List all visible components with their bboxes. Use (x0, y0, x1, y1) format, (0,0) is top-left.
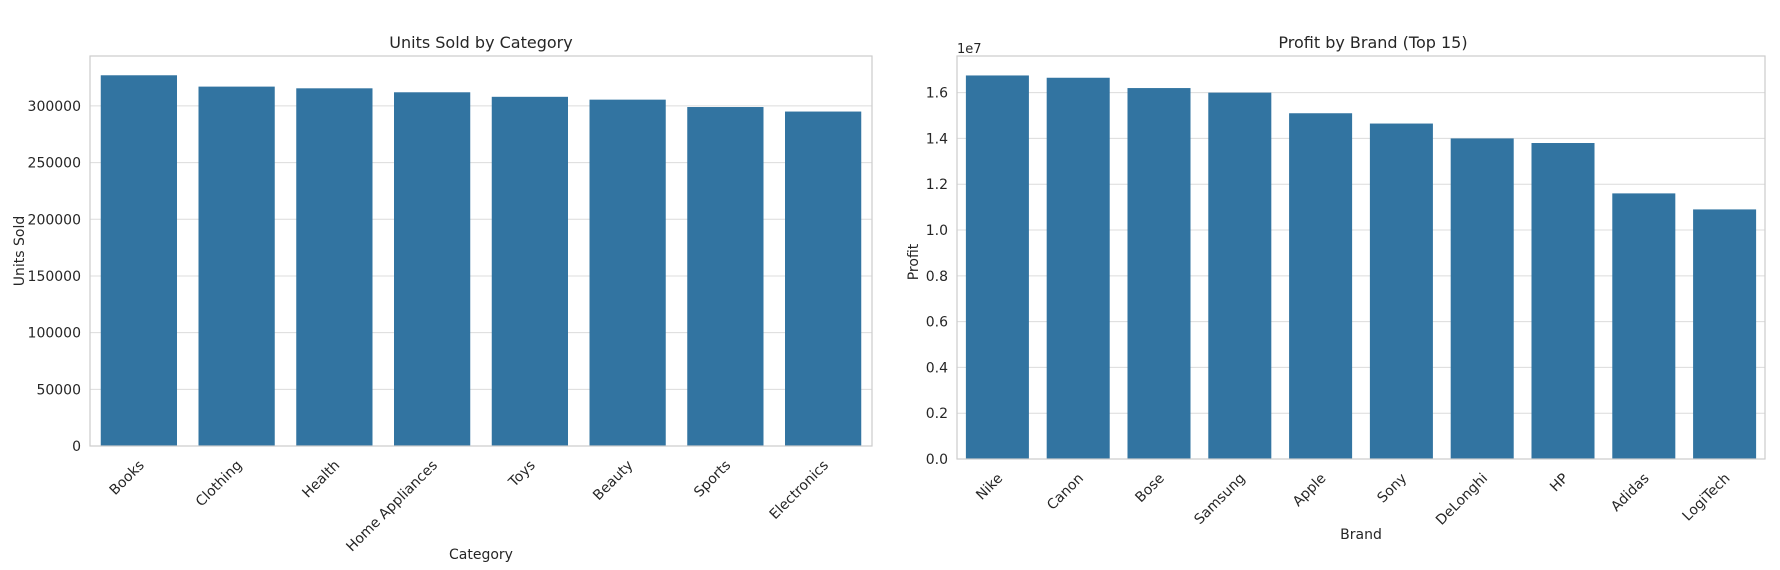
x-tick-label: Bose (1132, 471, 1167, 506)
x-tick-label: Clothing (193, 458, 246, 511)
chart-units-sold-by-category: Units Sold by Category 0 50000 100000 15000… (12, 33, 873, 563)
bar-canon (1046, 77, 1110, 459)
y-tick-label: 50000 (36, 382, 81, 398)
bar-hp (1531, 143, 1595, 460)
bar-nike (965, 75, 1029, 459)
bar-sony (1369, 123, 1433, 460)
x-tick-label: Apple (1290, 471, 1329, 510)
chart-title: Units Sold by Category (389, 33, 572, 52)
y-tick-label: 0.8 (926, 269, 948, 285)
y-tick-label: 1.6 (926, 86, 948, 102)
y-tick-label: 300000 (28, 99, 81, 115)
bar-health (296, 88, 373, 447)
y-tick-labels: 0.0 0.2 0.4 0.6 0.8 1.0 1.2 1.4 1.6 (926, 86, 948, 468)
x-tick-label: Beauty (590, 458, 636, 504)
y-tick-label: 0.6 (926, 315, 948, 331)
bar-delonghi (1450, 138, 1514, 459)
x-axis-label: Category (449, 547, 513, 563)
x-tick-label: Home Appliances (343, 458, 441, 556)
x-tick-label: Books (107, 458, 148, 499)
x-tick-label: Sports (691, 458, 734, 501)
y-tick-label: 1.4 (926, 131, 948, 147)
y-tick-label: 150000 (28, 269, 81, 285)
x-tick-label: DeLonghi (1433, 471, 1491, 529)
y-axis-label: Units Sold (12, 216, 28, 286)
x-tick-label: Canon (1044, 471, 1087, 514)
bar-books (100, 75, 177, 446)
x-tick-label: Samsung (1191, 471, 1248, 528)
y-tick-label: 100000 (28, 326, 81, 342)
x-tick-label: HP (1547, 471, 1572, 496)
y-tick-label: 200000 (28, 212, 81, 228)
x-tick-label: Toys (505, 458, 538, 491)
x-tick-label: Nike (973, 471, 1006, 504)
bars (100, 75, 862, 447)
bar-beauty (589, 99, 666, 446)
bars (965, 75, 1757, 460)
bar-home-appliances (394, 92, 471, 447)
y-tick-labels: 0 50000 100000 150000 200000 250000 300000 (28, 99, 81, 455)
chart-profit-by-brand: Profit by Brand (Top 15) 0.0 0.2 0.4 0.6 0.8… (906, 33, 1766, 543)
bar-clothing (198, 86, 275, 446)
bar-sports (687, 107, 764, 446)
bar-samsung (1208, 92, 1272, 460)
bar-adidas (1612, 193, 1676, 460)
y-tick-label: 0.4 (926, 360, 948, 376)
y-tick-label: 1.0 (926, 223, 948, 239)
y-tick-label: 0.0 (926, 452, 948, 468)
bar-bose (1127, 88, 1191, 459)
y-tick-label: 1.2 (926, 177, 948, 193)
bar-electronics (785, 111, 862, 447)
plot-frame (89, 55, 873, 447)
y-tick-label: 250000 (28, 156, 81, 172)
y-tick-label: 0.2 (926, 406, 948, 422)
x-axis-label: Brand (1340, 527, 1382, 543)
y-offset-text: 1e7 (957, 42, 982, 57)
bar-toys (491, 96, 568, 446)
x-tick-label: LogiTech (1680, 471, 1734, 525)
y-axis-label: Profit (906, 243, 922, 280)
chart-title: Profit by Brand (Top 15) (1278, 33, 1467, 52)
x-tick-label: Health (299, 458, 343, 502)
bar-apple (1289, 113, 1353, 459)
x-tick-labels: Books Clothing Health Home Appliances Toys Be… (107, 458, 832, 556)
bar-logitech (1693, 209, 1757, 459)
x-tick-labels: Nike Canon Bose Samsung Apple Sony DeLonghi HP A… (973, 471, 1733, 529)
x-tick-label: Adidas (1608, 471, 1652, 515)
x-tick-label: Sony (1374, 471, 1410, 507)
y-tick-label: 0 (72, 439, 81, 455)
x-tick-label: Electronics (767, 458, 832, 523)
plot-frame (956, 55, 1766, 460)
